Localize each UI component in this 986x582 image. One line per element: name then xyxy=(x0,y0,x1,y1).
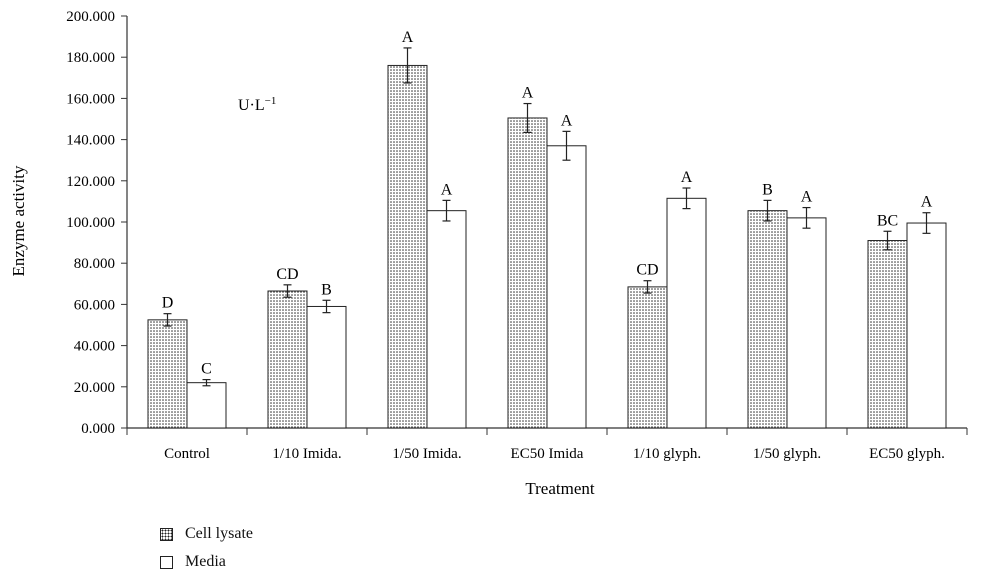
bar-media xyxy=(906,222,947,429)
bar-cell-lysate xyxy=(267,290,308,429)
unit-label: U·L−1 xyxy=(238,95,276,114)
legend-swatch-plain xyxy=(160,555,173,569)
legend-item-cell-lysate: Cell lysate xyxy=(160,520,253,548)
legend-label-cell-lysate: Cell lysate xyxy=(185,525,253,542)
x-tick-label: 1/10 glyph. xyxy=(633,446,701,462)
unit-label-main: U·L xyxy=(238,97,265,114)
bar-cell-lysate xyxy=(867,240,908,429)
bar-cell-lysate xyxy=(147,319,188,429)
significance-letter: A xyxy=(801,189,813,206)
bar-cell-lysate xyxy=(387,64,428,429)
y-tick-label: 160.000 xyxy=(66,91,115,107)
significance-letter: B xyxy=(762,181,773,198)
y-tick-label: 20.000 xyxy=(74,380,115,396)
significance-letter: B xyxy=(321,281,332,298)
y-tick-label: 80.000 xyxy=(74,256,115,272)
bar-cell-lysate xyxy=(627,286,668,429)
x-axis-title: Treatment xyxy=(525,479,595,498)
significance-letter: A xyxy=(441,181,453,198)
bar-cell-lysate xyxy=(507,117,548,429)
y-tick-label: 60.000 xyxy=(74,297,115,313)
bar-media xyxy=(546,145,587,429)
x-tick-label: 1/50 Imida. xyxy=(392,446,461,462)
enzyme-activity-bar-chart: 0.000 20.000 40.000 60.000 80.000 100.000 120.… xyxy=(9,9,968,498)
significance-letter: C xyxy=(201,361,212,378)
significance-letter: A xyxy=(522,85,534,102)
x-tick-label: EC50 glyph. xyxy=(869,446,945,462)
x-tick-label: 1/10 Imida. xyxy=(272,446,341,462)
significance-letter: A xyxy=(402,29,414,46)
x-tick-label: EC50 Imida xyxy=(511,446,584,462)
bar-cell-lysate xyxy=(747,210,788,429)
x-tick-label: Control xyxy=(164,446,210,462)
chart-legend: Cell lysate Media xyxy=(160,520,253,576)
bar-media xyxy=(666,197,707,429)
y-tick-label: 100.000 xyxy=(66,215,115,231)
legend-item-media: Media xyxy=(160,548,253,576)
y-tick-label: 0.000 xyxy=(81,421,115,437)
significance-letter: A xyxy=(561,112,573,129)
y-tick-label: 200.000 xyxy=(66,9,115,25)
significance-letter: D xyxy=(162,295,174,312)
significance-letter: CD xyxy=(276,266,298,283)
unit-label-exponent: −1 xyxy=(265,95,277,107)
bar-media xyxy=(786,217,827,429)
y-axis-title: Enzyme activity xyxy=(9,165,28,276)
bar-media xyxy=(426,210,467,429)
bar-media xyxy=(186,382,227,429)
legend-swatch-dotted xyxy=(160,527,173,541)
x-tick-label: 1/50 glyph. xyxy=(753,446,821,462)
y-tick-label: 140.000 xyxy=(66,133,115,149)
bar-media xyxy=(306,305,347,429)
y-tick-label: 180.000 xyxy=(66,50,115,66)
significance-letter: A xyxy=(921,194,933,211)
significance-letter: CD xyxy=(636,262,658,279)
significance-letter: BC xyxy=(877,212,898,229)
y-tick-label: 40.000 xyxy=(74,339,115,355)
y-tick-label: 120.000 xyxy=(66,174,115,190)
significance-letter: A xyxy=(681,169,693,186)
legend-label-media: Media xyxy=(185,553,226,570)
